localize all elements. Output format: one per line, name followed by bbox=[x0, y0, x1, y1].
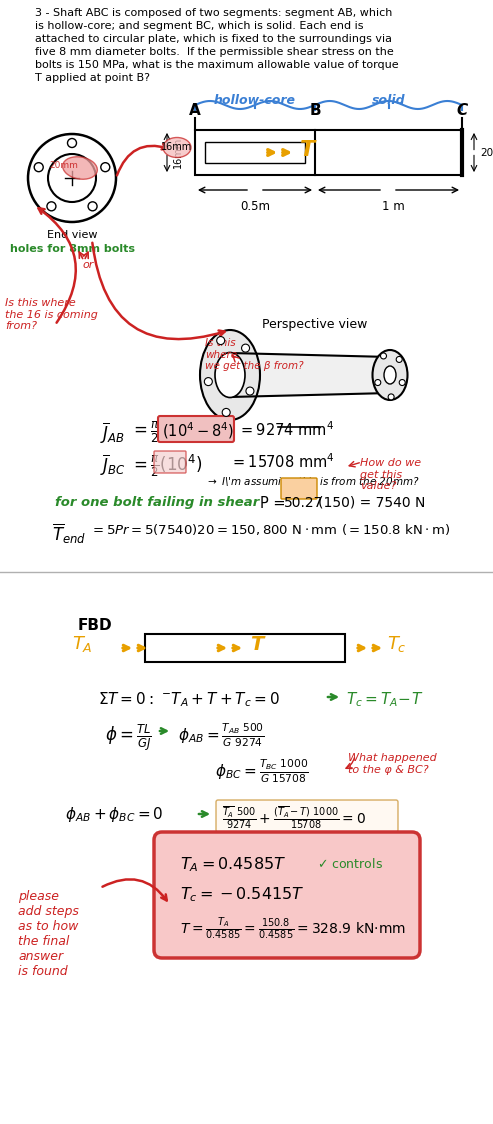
Text: bolts is 150 MPa, what is the maximum allowable value of torque: bolts is 150 MPa, what is the maximum al… bbox=[35, 60, 399, 70]
Text: 20mm: 20mm bbox=[50, 161, 78, 170]
Circle shape bbox=[222, 408, 230, 416]
Text: please
add steps
as to how
the final
answer
is found: please add steps as to how the final ans… bbox=[18, 890, 79, 978]
Circle shape bbox=[28, 134, 116, 223]
Circle shape bbox=[246, 387, 254, 395]
Text: attached to circular plate, which is fixed to the surroundings via: attached to circular plate, which is fix… bbox=[35, 34, 392, 44]
Text: 3 - Shaft ABC is composed of two segments: segment AB, which: 3 - Shaft ABC is composed of two segment… bbox=[35, 8, 392, 18]
Circle shape bbox=[388, 393, 394, 400]
Ellipse shape bbox=[215, 353, 245, 398]
Text: $T_A = 0.4585T$: $T_A = 0.4585T$ bbox=[180, 855, 286, 873]
Text: B: B bbox=[309, 103, 321, 118]
Circle shape bbox=[101, 163, 110, 172]
Text: for one bolt failing in shear: for one bolt failing in shear bbox=[55, 496, 259, 509]
Text: $T_c$: $T_c$ bbox=[387, 634, 407, 654]
Text: $\overline{J}_{BC}$: $\overline{J}_{BC}$ bbox=[100, 452, 126, 477]
Circle shape bbox=[68, 138, 76, 147]
Circle shape bbox=[242, 344, 249, 352]
Text: 20mm: 20mm bbox=[480, 147, 493, 157]
Bar bbox=[205, 143, 305, 163]
Text: hollow-core: hollow-core bbox=[214, 94, 296, 107]
Text: $\Sigma T = 0: \ ^{-}T_A + T + T_c = 0$: $\Sigma T = 0: \ ^{-}T_A + T + T_c = 0$ bbox=[98, 690, 280, 709]
FancyBboxPatch shape bbox=[216, 800, 398, 832]
Text: $\frac{\overline{T_A}\ 500}{9274} + \frac{(\overline{T_A}-T)\ 1000}{15708} = 0$: $\frac{\overline{T_A}\ 500}{9274} + \fra… bbox=[222, 805, 366, 832]
Text: holes for 8mm bolts: holes for 8mm bolts bbox=[9, 244, 135, 254]
Circle shape bbox=[47, 202, 56, 211]
Text: $= 15708$ mm$^4$: $= 15708$ mm$^4$ bbox=[230, 452, 335, 471]
Text: P =: P = bbox=[260, 496, 285, 511]
Text: C: C bbox=[457, 103, 468, 118]
Text: $\overline{T}_{end}$: $\overline{T}_{end}$ bbox=[52, 522, 86, 546]
Text: $T = \frac{T_A}{0.4585} = \frac{150.8}{0.4585} = 328.9\ \mathrm{kN{\cdot}mm}$: $T = \frac{T_A}{0.4585} = \frac{150.8}{0… bbox=[180, 916, 406, 942]
Text: (150) = 7540 N: (150) = 7540 N bbox=[318, 496, 425, 510]
FancyBboxPatch shape bbox=[154, 832, 420, 958]
Ellipse shape bbox=[63, 156, 97, 179]
Bar bbox=[145, 634, 345, 662]
Circle shape bbox=[381, 353, 387, 359]
Text: T: T bbox=[250, 635, 263, 653]
Text: Perspective view: Perspective view bbox=[262, 318, 368, 330]
Text: T applied at point B?: T applied at point B? bbox=[35, 73, 150, 83]
Text: is hollow-core; and segment BC, which is solid. Each end is: is hollow-core; and segment BC, which is… bbox=[35, 21, 363, 31]
Text: or: or bbox=[82, 260, 93, 270]
Text: $= 5Pr = 5(7540)20 = 150,800\ \mathrm{N \cdot mm}\ (= 150.8\ \mathrm{kN \cdot m}: $= 5Pr = 5(7540)20 = 150,800\ \mathrm{N … bbox=[90, 522, 450, 537]
Text: $= \frac{\pi}{2}(10^4)$: $= \frac{\pi}{2}(10^4)$ bbox=[130, 452, 203, 479]
Text: $\rightarrow$ I\'m assuming this is from the 20mm?: $\rightarrow$ I\'m assuming this is from… bbox=[205, 475, 420, 489]
Text: $\phi_{AB} + \phi_{BC} = 0$: $\phi_{AB} + \phi_{BC} = 0$ bbox=[65, 805, 164, 824]
Text: 0.5m: 0.5m bbox=[240, 200, 270, 214]
Text: FBD: FBD bbox=[78, 618, 112, 633]
Ellipse shape bbox=[384, 366, 396, 384]
FancyBboxPatch shape bbox=[158, 416, 234, 442]
Ellipse shape bbox=[200, 330, 260, 420]
Ellipse shape bbox=[373, 350, 408, 400]
Text: five 8 mm diameter bolts.  If the permissible shear stress on the: five 8 mm diameter bolts. If the permiss… bbox=[35, 47, 394, 57]
Circle shape bbox=[396, 356, 402, 362]
Circle shape bbox=[34, 163, 43, 172]
Text: 16mm: 16mm bbox=[173, 137, 183, 169]
Text: $(10^4 - 8^4)$: $(10^4 - 8^4)$ bbox=[162, 420, 234, 441]
Text: 1 m: 1 m bbox=[382, 200, 404, 214]
Text: $\overline{J}_{AB}$: $\overline{J}_{AB}$ bbox=[100, 420, 125, 445]
Circle shape bbox=[399, 380, 405, 386]
Text: solid: solid bbox=[372, 94, 405, 107]
Ellipse shape bbox=[163, 137, 191, 157]
Text: What happened
to the φ & BC?: What happened to the φ & BC? bbox=[348, 753, 437, 774]
Text: 16mm: 16mm bbox=[161, 143, 193, 153]
Text: T: T bbox=[300, 139, 315, 160]
Text: $T_c = T_A \!-\! T$: $T_c = T_A \!-\! T$ bbox=[346, 690, 423, 709]
Text: $= \frac{\pi}{2}$: $= \frac{\pi}{2}$ bbox=[130, 420, 160, 445]
FancyBboxPatch shape bbox=[281, 478, 317, 499]
Text: $T_c = -0.5415T$: $T_c = -0.5415T$ bbox=[180, 885, 305, 904]
Text: Is this
where
we get the β from?: Is this where we get the β from? bbox=[205, 338, 304, 371]
Text: End view: End view bbox=[47, 230, 97, 241]
FancyBboxPatch shape bbox=[154, 451, 186, 473]
Text: $\checkmark$ controls: $\checkmark$ controls bbox=[317, 856, 383, 871]
Circle shape bbox=[375, 380, 381, 386]
Text: $= 9274$ mm$^4$: $= 9274$ mm$^4$ bbox=[238, 420, 334, 438]
Text: $\phi_{BC} = \frac{T_{BC}\ 1000}{G\ 15708}$: $\phi_{BC} = \frac{T_{BC}\ 1000}{G\ 1570… bbox=[215, 758, 309, 786]
Text: 50.27: 50.27 bbox=[284, 496, 323, 510]
Bar bbox=[195, 130, 462, 175]
Text: $\phi = \frac{TL}{GJ}$: $\phi = \frac{TL}{GJ}$ bbox=[105, 722, 152, 753]
Text: $\phi_{AB} = \frac{T_{AB}\ 500}{G\ 9274}$: $\phi_{AB} = \frac{T_{AB}\ 500}{G\ 9274}… bbox=[178, 722, 265, 750]
Text: $T_A$: $T_A$ bbox=[72, 634, 93, 654]
Text: A: A bbox=[189, 103, 201, 118]
Circle shape bbox=[48, 154, 96, 202]
Text: How do we
get this
value?: How do we get this value? bbox=[360, 457, 421, 491]
Polygon shape bbox=[230, 353, 390, 397]
Circle shape bbox=[88, 202, 97, 211]
Circle shape bbox=[204, 378, 212, 386]
Circle shape bbox=[217, 336, 225, 345]
Text: Is this where
the 16 is coming
from?: Is this where the 16 is coming from? bbox=[5, 298, 98, 332]
